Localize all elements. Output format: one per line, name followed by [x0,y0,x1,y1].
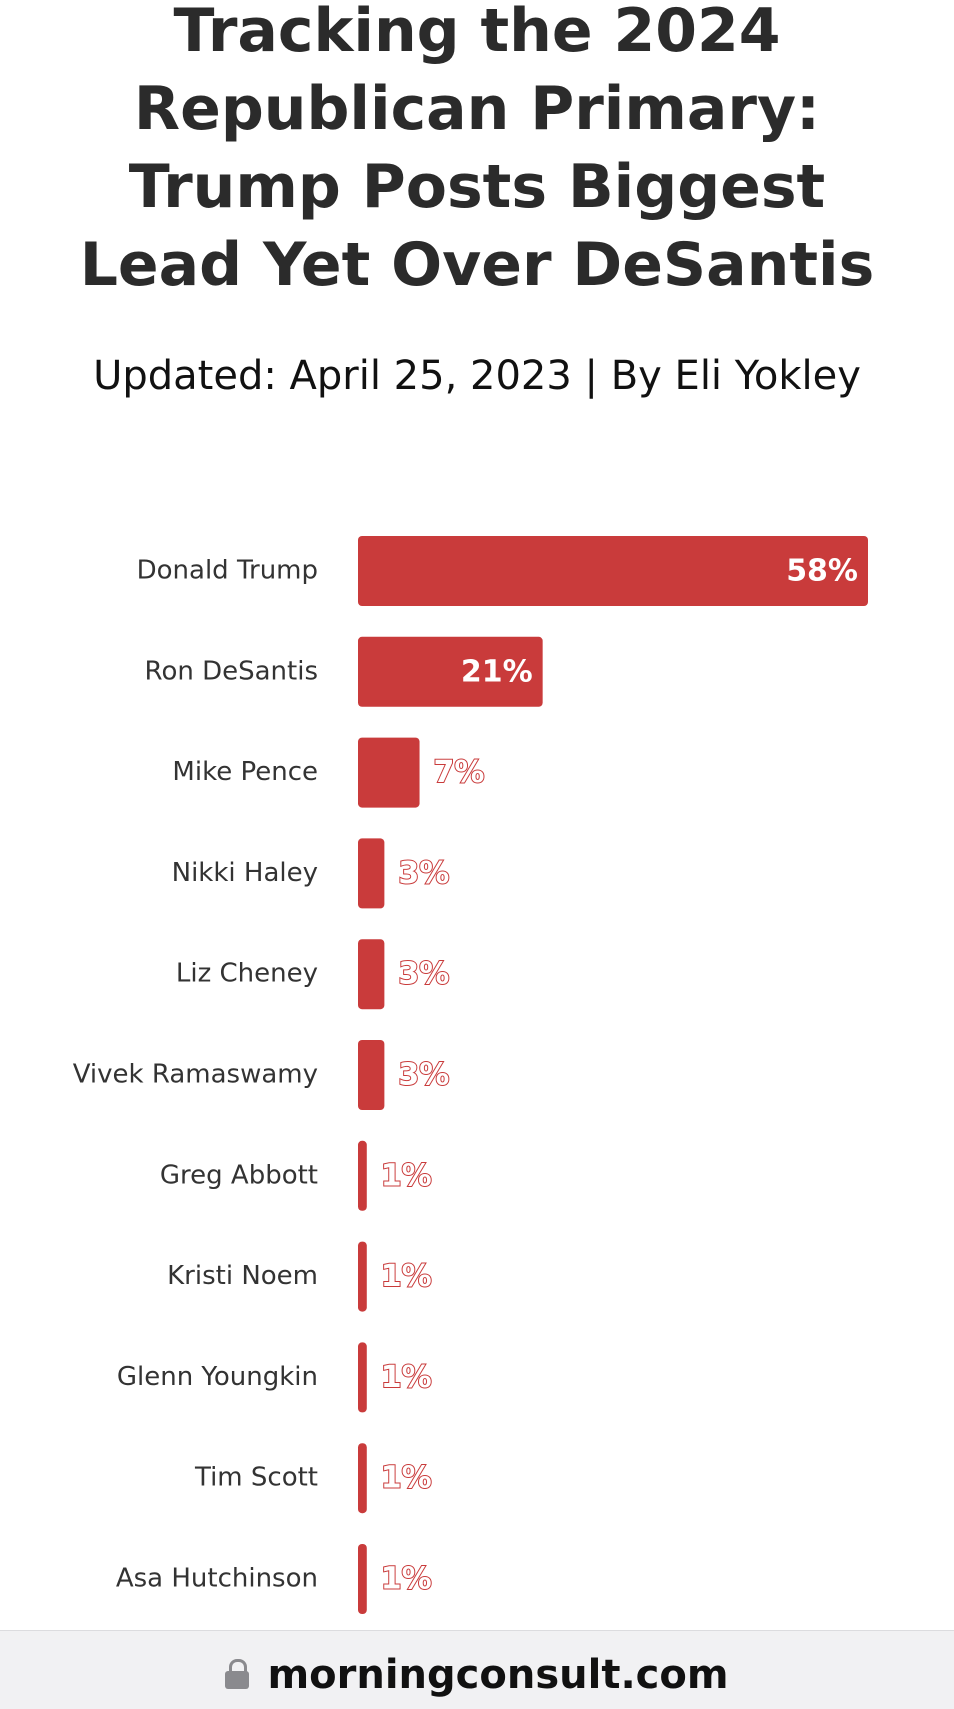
category-label: Greg Abbott [160,1160,318,1190]
bar [358,636,543,707]
value-label: 1% [381,1360,432,1395]
bar [358,1040,385,1110]
category-label: Tim Scott [194,1463,318,1493]
category-label: Kristi Noem [167,1261,318,1291]
bar [358,737,420,808]
article-page: Tracking the 2024 Republican Primary: Tr… [72,0,875,1614]
category-label: Donald Trump [137,556,318,586]
value-label: 1% [381,1158,432,1193]
value-label: 1% [381,1562,432,1597]
url-text[interactable]: morningconsult.com [267,1652,729,1698]
value-label: 3% [398,1058,449,1093]
browser-url-bar[interactable]: morningconsult.com [0,1630,954,1709]
bar [358,536,868,606]
value-label: 1% [381,1461,432,1496]
category-label: Liz Cheney [176,959,318,989]
bar [358,1443,367,1514]
bar [358,1544,367,1614]
bar [358,1342,367,1413]
category-label: Vivek Ramaswamy [73,1060,318,1090]
bar [358,838,385,909]
bar [358,1140,367,1211]
category-label: Mike Pence [172,757,318,787]
category-label: Nikki Haley [172,858,318,888]
article-byline: Updated: April 25, 2023 | By Eli Yokley [93,353,861,399]
lock-icon [225,1659,250,1689]
value-label: 3% [398,957,449,992]
category-label: Glenn Youngkin [117,1362,318,1392]
category-label: Ron DeSantis [145,656,318,686]
value-label: 21% [461,654,533,689]
value-label: 1% [381,1259,432,1294]
value-label: 7% [434,755,485,790]
category-label: Asa Hutchinson [116,1564,318,1594]
page-title: Tracking the 2024 Republican Primary: Tr… [79,0,875,300]
value-label: 3% [398,856,449,891]
value-label: 58% [786,554,858,589]
bar-chart: Donald Trump 58% Ron DeSantis 21% Mike Pence… [73,536,868,1614]
bar [358,939,385,1010]
bar [358,1241,367,1312]
